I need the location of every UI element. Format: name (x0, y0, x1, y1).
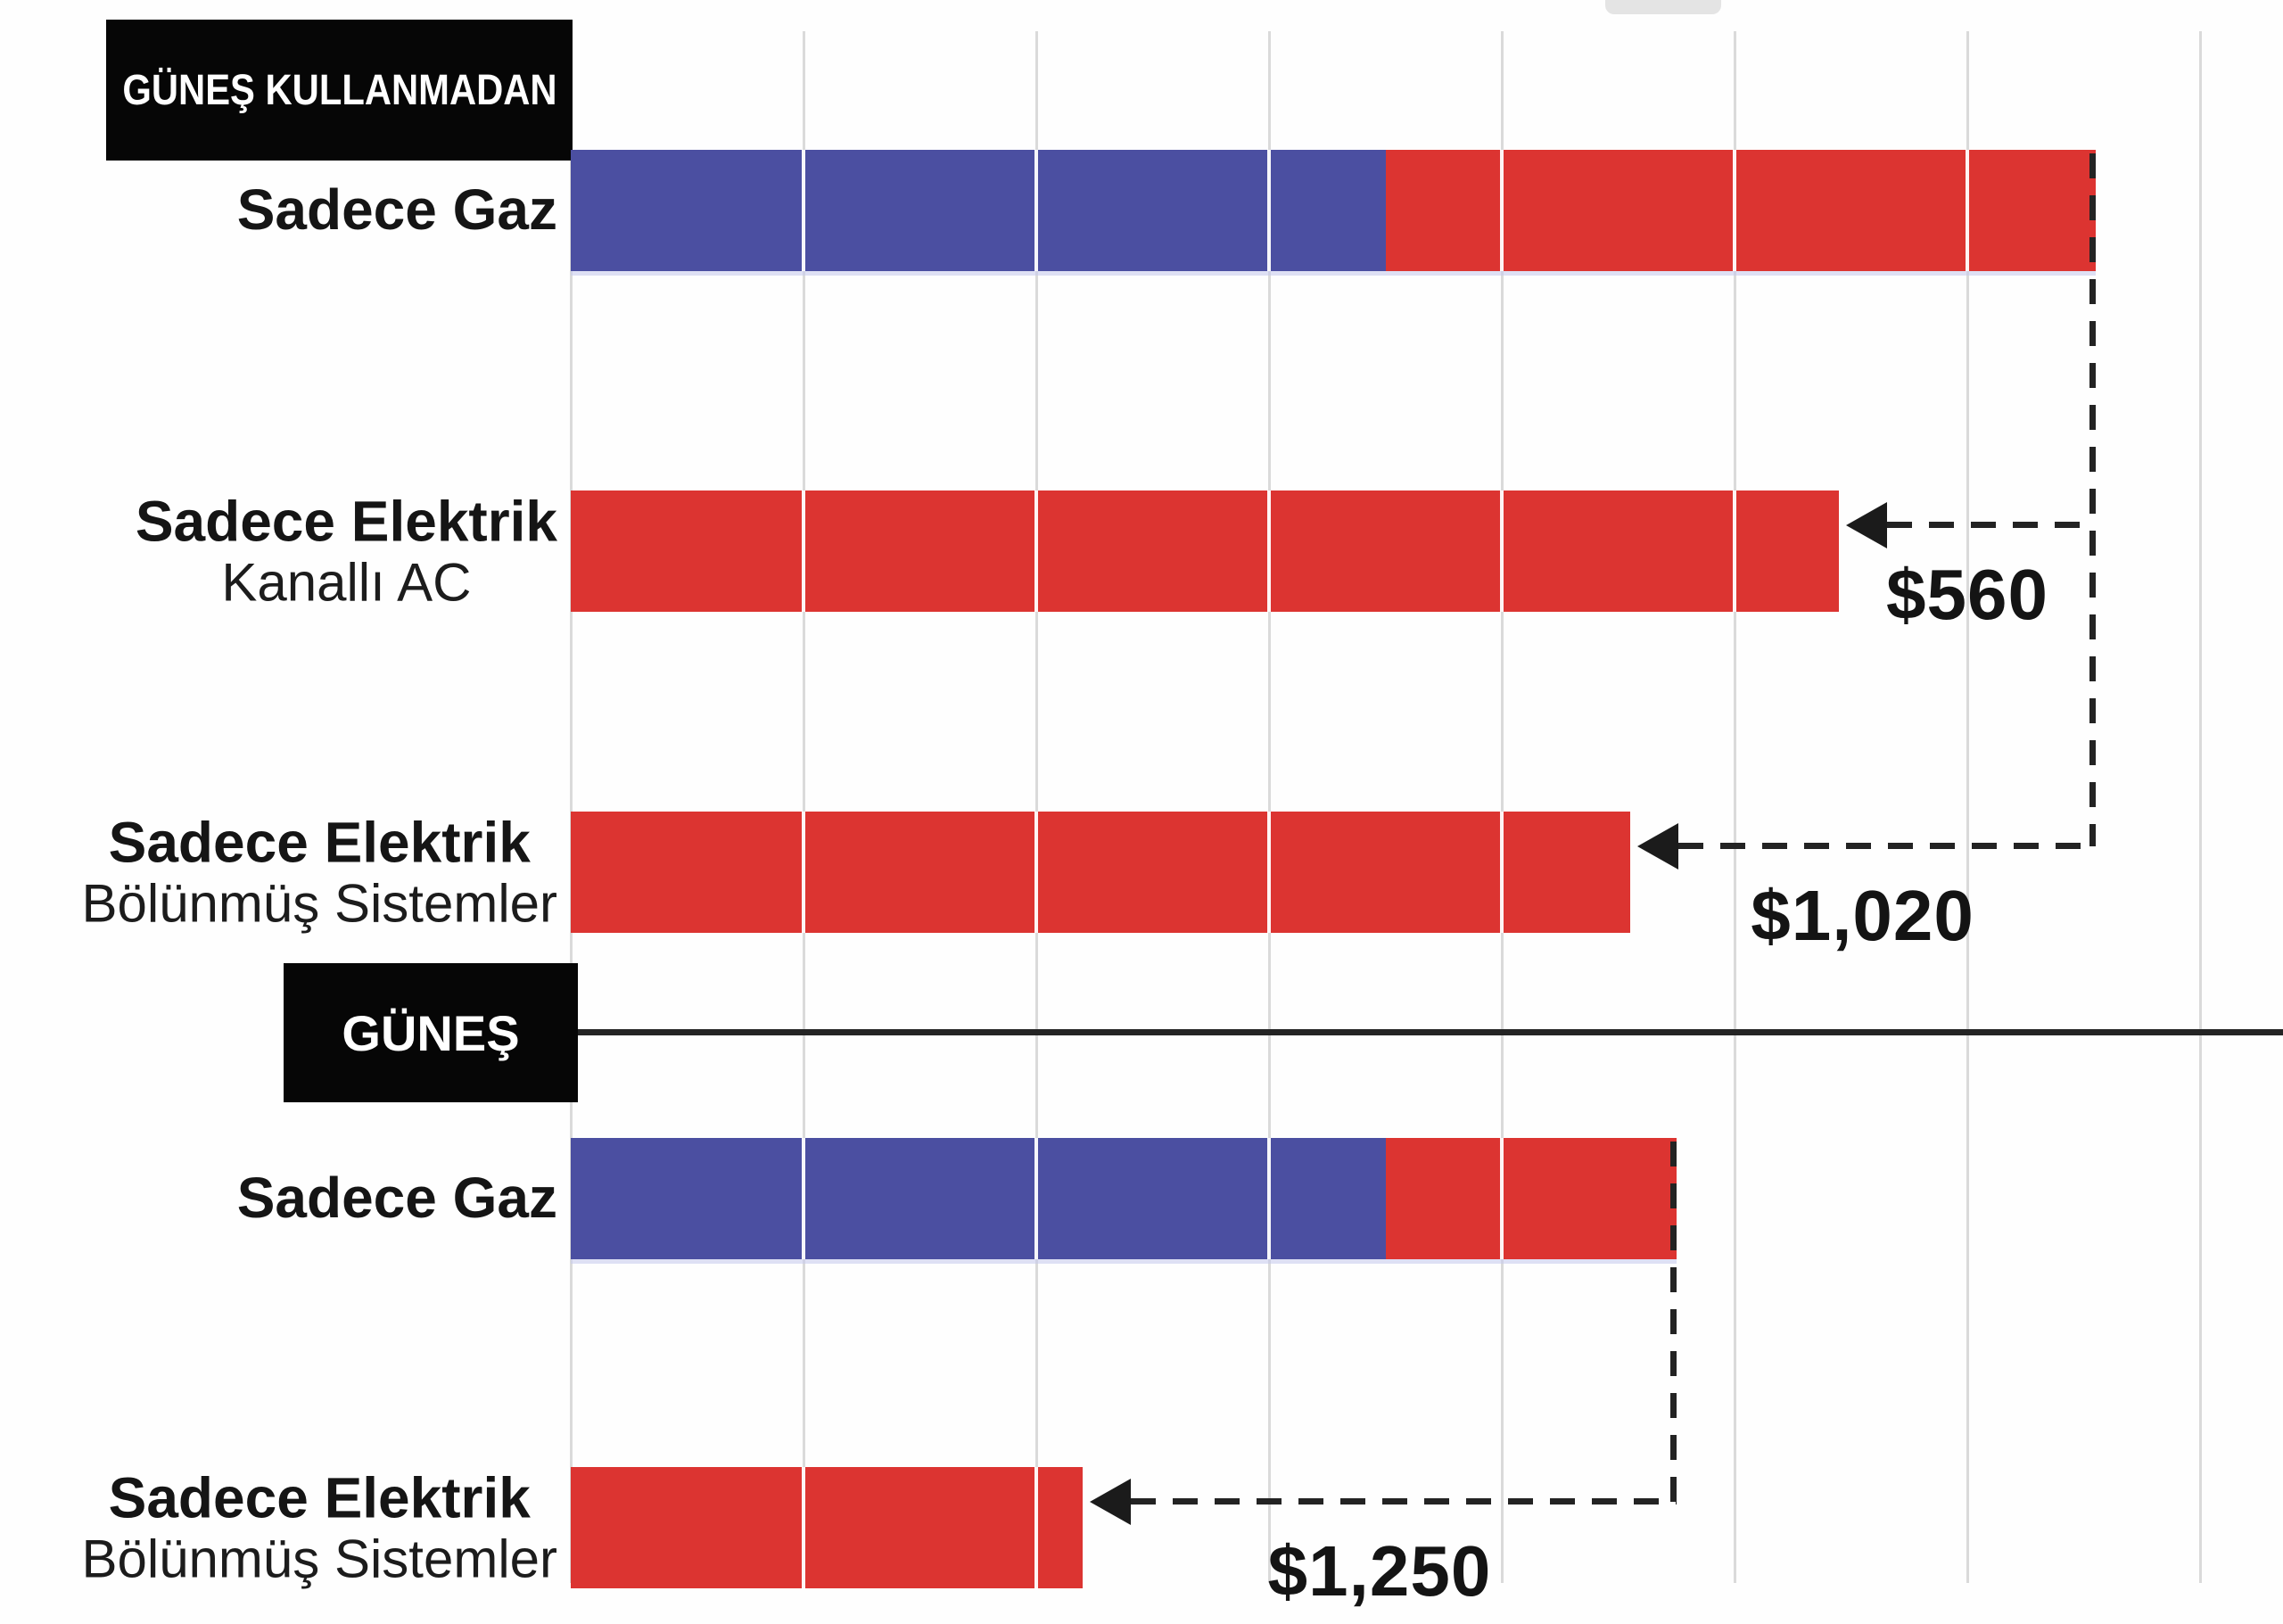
gridline-overlay (1500, 812, 1504, 933)
gridline-overlay (1500, 1138, 1504, 1259)
gridline (1035, 31, 1038, 1583)
gridline-overlay (802, 150, 805, 271)
gridline (1268, 31, 1271, 1583)
gridline-overlay (1500, 150, 1504, 271)
savings-label: $560 (1886, 555, 2048, 634)
row-label-main: Sadece Elektrik (108, 810, 531, 875)
gridline (1734, 31, 1736, 1583)
gridline-overlay (1267, 150, 1271, 271)
row-label-main: Sadece Elektrik (108, 1465, 531, 1530)
gridline-overlay (1034, 150, 1038, 271)
bar-segment-electric (1385, 1138, 1677, 1259)
bar-segment-electric (571, 490, 1840, 612)
connector-vertical-dashed (2089, 153, 2096, 846)
row-label-sub: Kanallı AC (221, 552, 472, 613)
bar-segment-electric (1385, 150, 2096, 271)
gridline-overlay (1034, 812, 1038, 933)
gridline-overlay (1034, 1467, 1038, 1588)
gridline-overlay (802, 812, 805, 933)
row-label-sub: Bölünmüş Sistemler (81, 873, 557, 934)
gridline (803, 31, 805, 1583)
connector-horizontal-dashed (1131, 1498, 1677, 1504)
row-label-1: Sadece Elektrik Kanallı AC (135, 489, 557, 613)
bar-segment-electric (571, 1467, 1084, 1588)
savings-label: $1,250 (1267, 1531, 1492, 1611)
connector-horizontal-dashed (1887, 522, 2096, 528)
gridline-overlay (1267, 1138, 1271, 1259)
gridline-overlay (802, 1138, 805, 1259)
gridline (570, 31, 573, 1583)
bar-row-4 (571, 1467, 1084, 1588)
connector-horizontal-dashed (1677, 843, 2096, 849)
bar-row-1 (571, 490, 1840, 612)
gridline-overlay (1733, 150, 1736, 271)
gridline-overlay (1966, 150, 1969, 271)
gridline (1966, 31, 1969, 1583)
gridline (2199, 31, 2202, 1583)
arrow-left-icon (1636, 823, 1678, 870)
section-chip-no-solar-label: GÜNEŞ KULLANMADAN (121, 66, 557, 114)
section-chip-no-solar: GÜNEŞ KULLANMADAN (106, 20, 573, 161)
row-label-main: Sadece Gaz (236, 177, 557, 243)
row-label-4: Sadece Elektrik Bölünmüş Sistemler (81, 1465, 557, 1589)
gridline-overlay (1500, 490, 1504, 612)
row-label-3: Sadece Gaz (236, 1166, 557, 1231)
top-edge-artifact (1605, 0, 1721, 14)
row-label-2: Sadece Elektrik Bölünmüş Sistemler (81, 810, 557, 934)
arrow-left-icon (1090, 1479, 1132, 1525)
section-chip-solar-label: GÜNEŞ (342, 1004, 520, 1061)
row-label-main: Sadece Elektrik (135, 489, 557, 554)
savings-label: $1,020 (1751, 876, 1974, 955)
gridline-overlay (1267, 812, 1271, 933)
arrow-left-icon (1846, 502, 1888, 548)
gridline-overlay (1034, 1138, 1038, 1259)
bar-segment-gas (571, 1138, 1386, 1259)
bar-segment-gas (571, 150, 1386, 271)
section-chip-solar: GÜNEŞ (284, 963, 578, 1102)
gridline-overlay (1034, 490, 1038, 612)
gridline-overlay (1267, 490, 1271, 612)
row-label-main: Sadece Gaz (236, 1166, 557, 1231)
row-label-sub: Bölünmüş Sistemler (81, 1529, 557, 1589)
connector-vertical-dashed (1669, 1142, 1677, 1502)
gridline-overlay (802, 1467, 805, 1588)
bar-row-0 (571, 150, 2096, 271)
section-divider-line (576, 1029, 2283, 1035)
bar-row-2 (571, 812, 1630, 933)
gridline-overlay (1733, 490, 1736, 612)
gridline (1501, 31, 1504, 1583)
bar-row-3 (571, 1138, 1677, 1259)
bar-segment-electric (571, 812, 1630, 933)
row-label-0: Sadece Gaz (236, 177, 557, 243)
gridline-overlay (802, 490, 805, 612)
